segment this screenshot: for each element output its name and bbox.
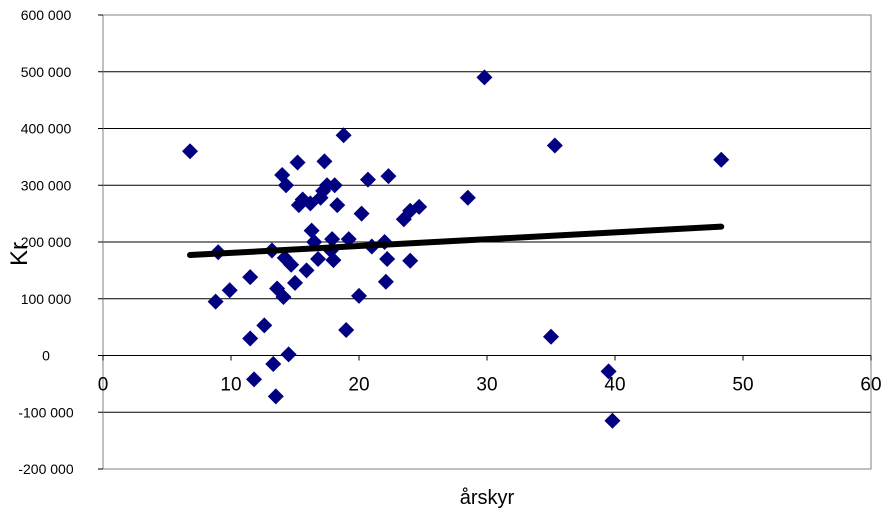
- data-point-diamond: [275, 289, 292, 306]
- x-axis-title: årskyr: [460, 487, 515, 509]
- data-point-diamond: [379, 251, 396, 268]
- x-tick-label: 50: [732, 375, 753, 396]
- data-point-diamond: [280, 346, 297, 363]
- data-point-diamond: [221, 282, 238, 299]
- x-tick-label: 10: [220, 375, 241, 396]
- data-point-diamond: [380, 168, 397, 185]
- data-point-diamond: [402, 252, 419, 269]
- trendline: [187, 223, 725, 259]
- data-point-diamond: [267, 388, 284, 405]
- data-point-diamond: [242, 330, 259, 347]
- data-point-diamond: [242, 269, 259, 286]
- data-point-diamond: [546, 137, 563, 154]
- data-point-diamond: [246, 371, 263, 388]
- y-tick-label: 0: [42, 348, 50, 364]
- data-point-diamond: [476, 69, 493, 86]
- data-point-diamond: [325, 252, 342, 269]
- data-point-diamond: [278, 177, 295, 194]
- data-point-diamond: [411, 198, 428, 215]
- data-point-diamond: [298, 262, 315, 279]
- data-point-diamond: [316, 153, 333, 170]
- data-point-diamond: [359, 171, 376, 188]
- data-point-diamond: [329, 197, 346, 214]
- x-tick-marks: [102, 355, 872, 361]
- data-point-diamond: [324, 231, 341, 248]
- data-point-diamond: [289, 154, 306, 171]
- x-tick-label: 40: [604, 375, 625, 396]
- data-point-diamond: [338, 321, 355, 338]
- data-point-diamond: [604, 412, 621, 429]
- y-tick-labels: 600 000 500 000 400 000 300 000 200 000 100 0…: [18, 7, 73, 477]
- data-point-diamond: [459, 189, 476, 206]
- data-point-diamond: [543, 328, 559, 345]
- y-tick-label: 400 000: [21, 121, 72, 137]
- y-tick-label: 100 000: [21, 291, 72, 307]
- data-point-diamond: [303, 222, 320, 239]
- y-tick-label: 600 000: [21, 7, 72, 23]
- data-point-diamond: [353, 205, 370, 222]
- x-tick-label: 20: [348, 375, 369, 396]
- x-tick-label: 30: [476, 375, 497, 396]
- data-point-diamond: [351, 287, 367, 304]
- data-point-diamond: [265, 356, 282, 373]
- data-point-diamond: [310, 251, 327, 268]
- y-tick-label: -200 000: [18, 461, 73, 477]
- data-point-diamond: [283, 256, 300, 273]
- x-tick-labels: 0 10 20 30 40 50 60: [98, 375, 882, 396]
- y-tick-label: 200 000: [21, 234, 72, 250]
- y-tick-label: 300 000: [21, 177, 72, 193]
- data-point-diamond: [207, 293, 224, 310]
- x-tick-label: 0: [98, 375, 109, 396]
- x-tick-label: 60: [860, 375, 881, 396]
- data-point-diamond: [182, 143, 199, 160]
- data-point-diamond: [335, 127, 352, 144]
- data-point-diamond: [256, 317, 273, 334]
- data-point-diamond: [287, 274, 303, 291]
- data-point-diamond: [340, 231, 357, 248]
- data-point-diamond: [377, 273, 394, 290]
- data-point-diamond: [600, 363, 617, 380]
- y-axis-title: Kr: [6, 242, 33, 266]
- data-point-diamond: [326, 177, 343, 194]
- data-point-diamond: [713, 151, 730, 168]
- y-tick-label: -100 000: [18, 404, 73, 420]
- y-tick-label: 500 000: [21, 64, 72, 80]
- y-tick-marks: [98, 14, 103, 470]
